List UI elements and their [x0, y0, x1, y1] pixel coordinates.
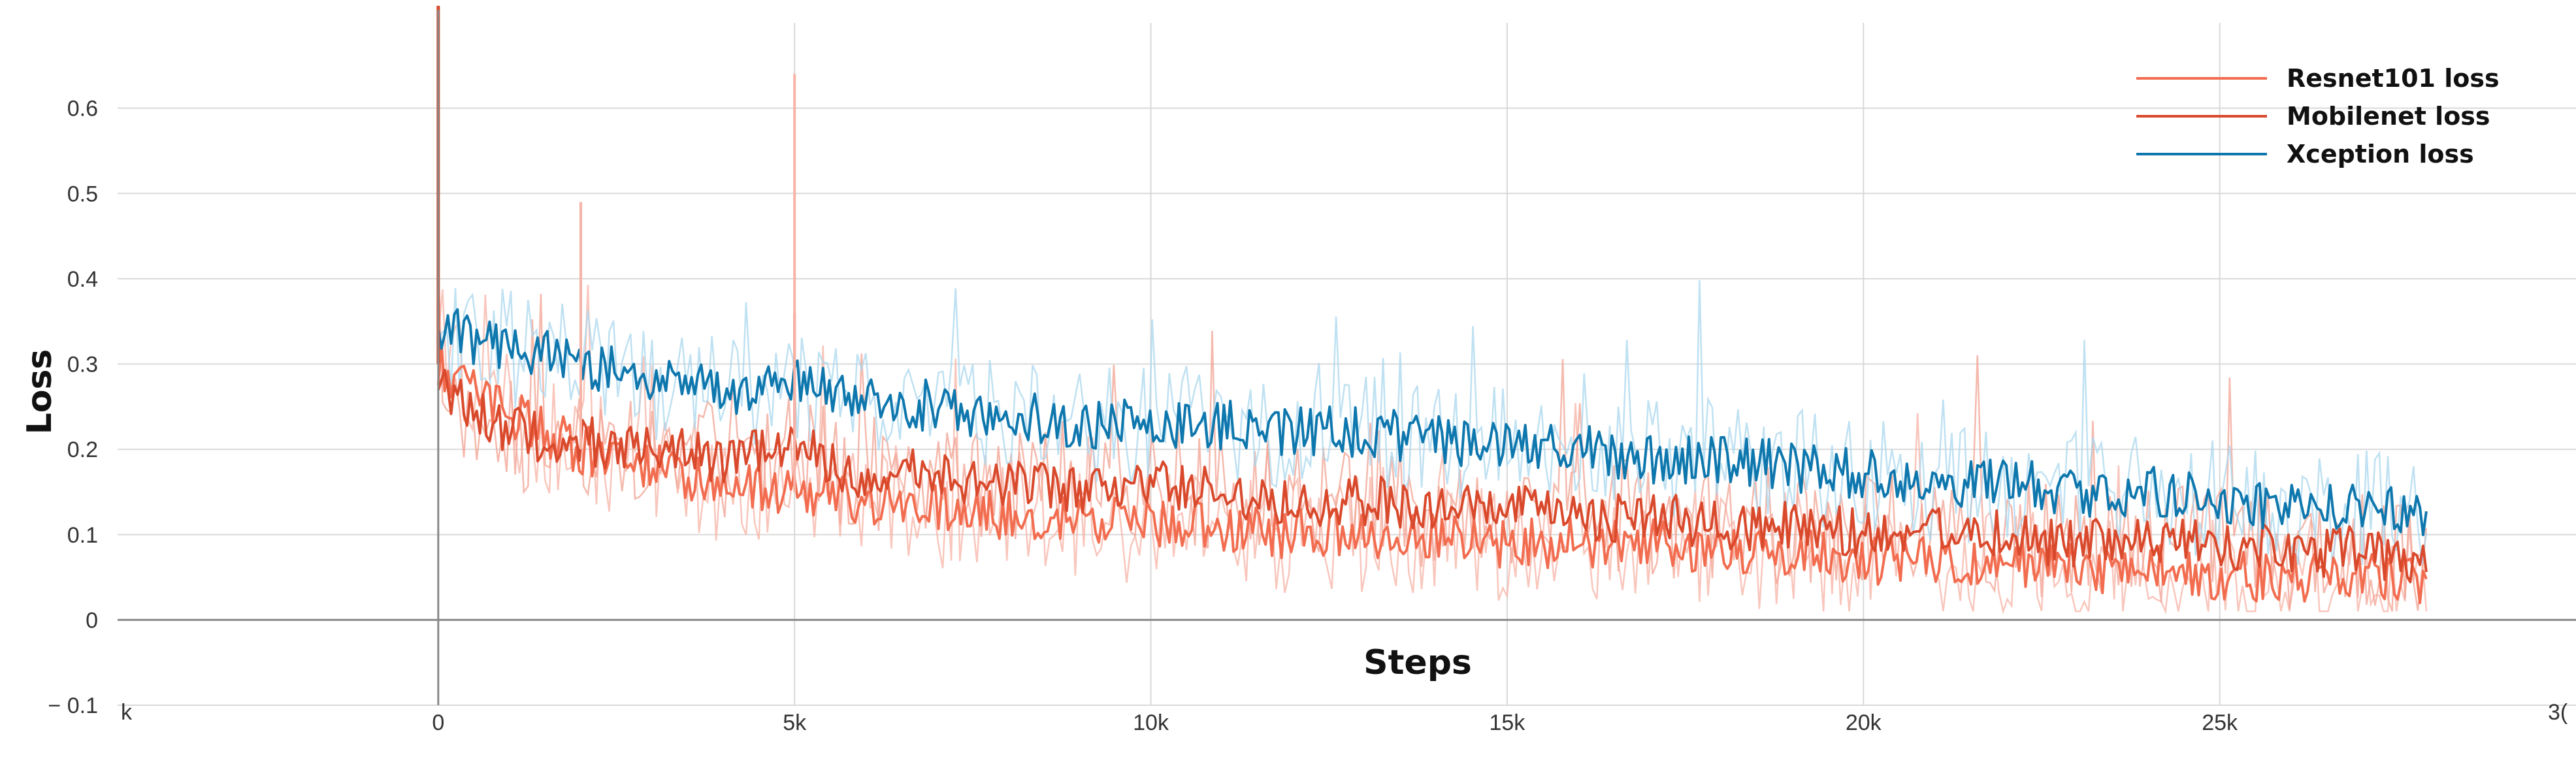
legend-label: Resnet101 loss [2287, 64, 2500, 93]
y-tick-label: 0 [86, 608, 98, 633]
y-tick-label: 0.6 [67, 97, 98, 121]
raw-series-layer [437, 262, 2428, 615]
y-tick-label: 0.1 [67, 523, 98, 548]
x-edge-label-right: 3( [2548, 700, 2568, 725]
series-line-1 [436, 368, 2428, 584]
x-tick-label: 5k [783, 710, 807, 735]
legend-label: Xception loss [2287, 140, 2474, 168]
y-tick-label: 0.4 [67, 267, 98, 292]
x-axis-title: Steps [1363, 643, 1472, 682]
y-tick-label: 0.3 [67, 353, 98, 377]
raw-trace-0 [437, 285, 2428, 615]
tick-labels: − 0.1 0 0.1 0.2 0.3 0.4 0.5 0.6 0 5k 10k 15k 20k 25k k… [48, 97, 2568, 735]
legend: Resnet101 loss Mobilenet loss Xception los… [2136, 64, 2500, 168]
series-line-2 [436, 308, 2428, 537]
x-tick-label: 15k [1489, 710, 1525, 735]
y-axis-title: Loss [20, 349, 59, 435]
y-tick-label: 0.5 [67, 182, 98, 206]
x-tick-label: 0 [432, 710, 444, 735]
x-edge-label-left: k [121, 700, 133, 725]
x-tick-label: 20k [1846, 710, 1882, 735]
legend-label: Mobilenet loss [2287, 102, 2490, 131]
y-tick-label: − 0.1 [48, 693, 98, 718]
y-tick-label: 0.2 [67, 437, 98, 462]
x-tick-label: 25k [2202, 710, 2238, 735]
x-tick-label: 10k [1133, 710, 1169, 735]
axes [118, 10, 2576, 705]
